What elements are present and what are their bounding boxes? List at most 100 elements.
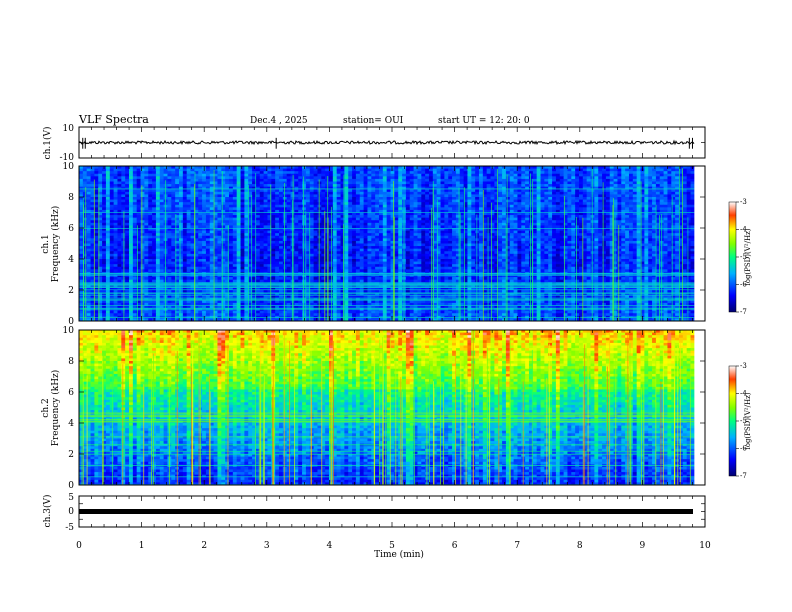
spectrogram-cell xyxy=(371,197,376,200)
spectrogram-cell xyxy=(417,199,422,203)
spectrogram-cell xyxy=(671,220,676,224)
spectrogram-cell xyxy=(371,194,376,198)
spectrogram-cell xyxy=(640,225,645,229)
spectrogram-cell xyxy=(598,217,603,221)
spectrogram-cell xyxy=(594,191,599,195)
spectrogram-cell xyxy=(175,181,180,185)
spectrogram-cell xyxy=(340,207,345,211)
spectrogram-cell xyxy=(182,207,188,211)
spectrogram-cell xyxy=(502,186,507,190)
spectrogram-cell xyxy=(502,202,507,206)
spectrogram-cell xyxy=(617,173,622,177)
spectrogram-cell xyxy=(413,238,418,242)
spectrogram-cell xyxy=(628,171,634,175)
spectrogram-cell xyxy=(298,215,303,219)
spectrogram-cell xyxy=(509,238,514,242)
spectrogram-cell xyxy=(494,171,499,175)
spectrogram-cell xyxy=(344,204,349,208)
spectrogram-cell xyxy=(209,199,215,203)
spectrogram-cell xyxy=(648,225,653,229)
spectrogram-cell xyxy=(578,230,584,234)
spectrogram-cell xyxy=(590,186,595,190)
spectrogram-cell xyxy=(571,212,576,216)
spectrogram-cell xyxy=(359,189,365,193)
spectrogram-cell xyxy=(102,194,107,198)
spectrogram-cell xyxy=(267,197,272,200)
spectrogram-cell xyxy=(194,222,199,226)
spectrogram-cell xyxy=(98,240,103,244)
spectrogram-cell xyxy=(94,228,99,231)
spectrogram-cell xyxy=(255,173,261,177)
spectrogram-cell xyxy=(617,176,622,180)
spectrogram-cell xyxy=(325,243,330,247)
spectrogram-cell xyxy=(402,184,407,188)
spectrogram-cell xyxy=(455,184,461,188)
spectrogram-cell xyxy=(340,189,345,193)
spectrogram-cell xyxy=(486,186,491,190)
spectrogram-cell xyxy=(675,222,680,226)
spectrogram-cell xyxy=(486,204,491,208)
spectrogram-cell xyxy=(478,189,484,193)
spectrogram-cell xyxy=(267,171,272,175)
spectrogram-cell xyxy=(167,207,172,211)
spectrogram-cell xyxy=(155,168,161,172)
spectrogram-cell xyxy=(94,166,99,169)
spectrogram-cell xyxy=(440,222,445,226)
spectrogram-cell xyxy=(294,222,299,226)
spectrogram-cell xyxy=(540,199,545,203)
spectrogram-cell xyxy=(463,197,468,200)
spectrogram-cell xyxy=(655,181,661,185)
spectrogram-cell xyxy=(609,238,614,242)
spectrogram-cell xyxy=(321,197,326,200)
spectrogram-cell xyxy=(536,240,541,244)
spectrogram-cell xyxy=(678,233,684,237)
spectrogram-cell xyxy=(590,202,595,206)
spectrogram-cell xyxy=(525,173,530,177)
spectrogram-cell xyxy=(244,240,249,244)
spectrogram-cell xyxy=(367,194,372,198)
spectrogram-cell xyxy=(144,202,149,206)
spectrogram-cell xyxy=(690,212,695,216)
spectrogram-cell xyxy=(486,197,491,200)
spectrogram-cell xyxy=(436,191,441,195)
spectrogram-cell xyxy=(502,209,507,213)
spectrogram-cell xyxy=(505,204,511,208)
spectrogram-cell xyxy=(198,225,203,229)
spectrogram-cell xyxy=(117,243,122,247)
spectrogram-cell xyxy=(390,238,395,242)
spectrogram-cell xyxy=(121,207,126,211)
spectrogram-cell xyxy=(582,215,588,219)
spectrogram-cell xyxy=(417,184,422,188)
spectrogram-cell xyxy=(113,212,118,216)
spectrogram-cell xyxy=(248,197,253,200)
spectrogram-cell xyxy=(490,173,495,177)
spectrogram-cell xyxy=(109,240,115,244)
spectrogram-cell xyxy=(428,191,434,195)
spectrogram-cell xyxy=(663,207,668,211)
spectrogram-cell xyxy=(217,168,222,172)
spectrogram-cell xyxy=(436,168,441,172)
spectrogram-cell xyxy=(175,222,180,226)
spectrogram-cell xyxy=(252,228,257,231)
spectrogram-cell xyxy=(398,171,403,175)
spectrogram-cell xyxy=(509,168,514,172)
spectrogram-cell xyxy=(198,184,203,188)
spectrogram-cell xyxy=(613,222,618,226)
spectrogram-cell xyxy=(352,194,357,198)
spectrogram-cell xyxy=(282,235,288,239)
spectrogram-cell xyxy=(452,202,457,206)
spectrogram-cell xyxy=(282,191,288,195)
spectrogram-cell xyxy=(144,171,149,175)
spectrogram-cell xyxy=(525,215,530,219)
spectrogram-cell xyxy=(259,194,265,198)
spectrogram-cell xyxy=(444,209,449,213)
spectrogram-cell xyxy=(505,197,511,200)
spectrogram-cell xyxy=(86,215,91,219)
spectrogram-cell xyxy=(605,197,611,200)
spectrogram-cell xyxy=(98,230,103,234)
spectrogram-cell xyxy=(394,209,399,213)
spectrogram-cell xyxy=(652,173,657,177)
spectrogram-cell xyxy=(352,176,357,180)
spectrogram-cell xyxy=(602,230,607,234)
spectrogram-cell xyxy=(109,215,115,219)
